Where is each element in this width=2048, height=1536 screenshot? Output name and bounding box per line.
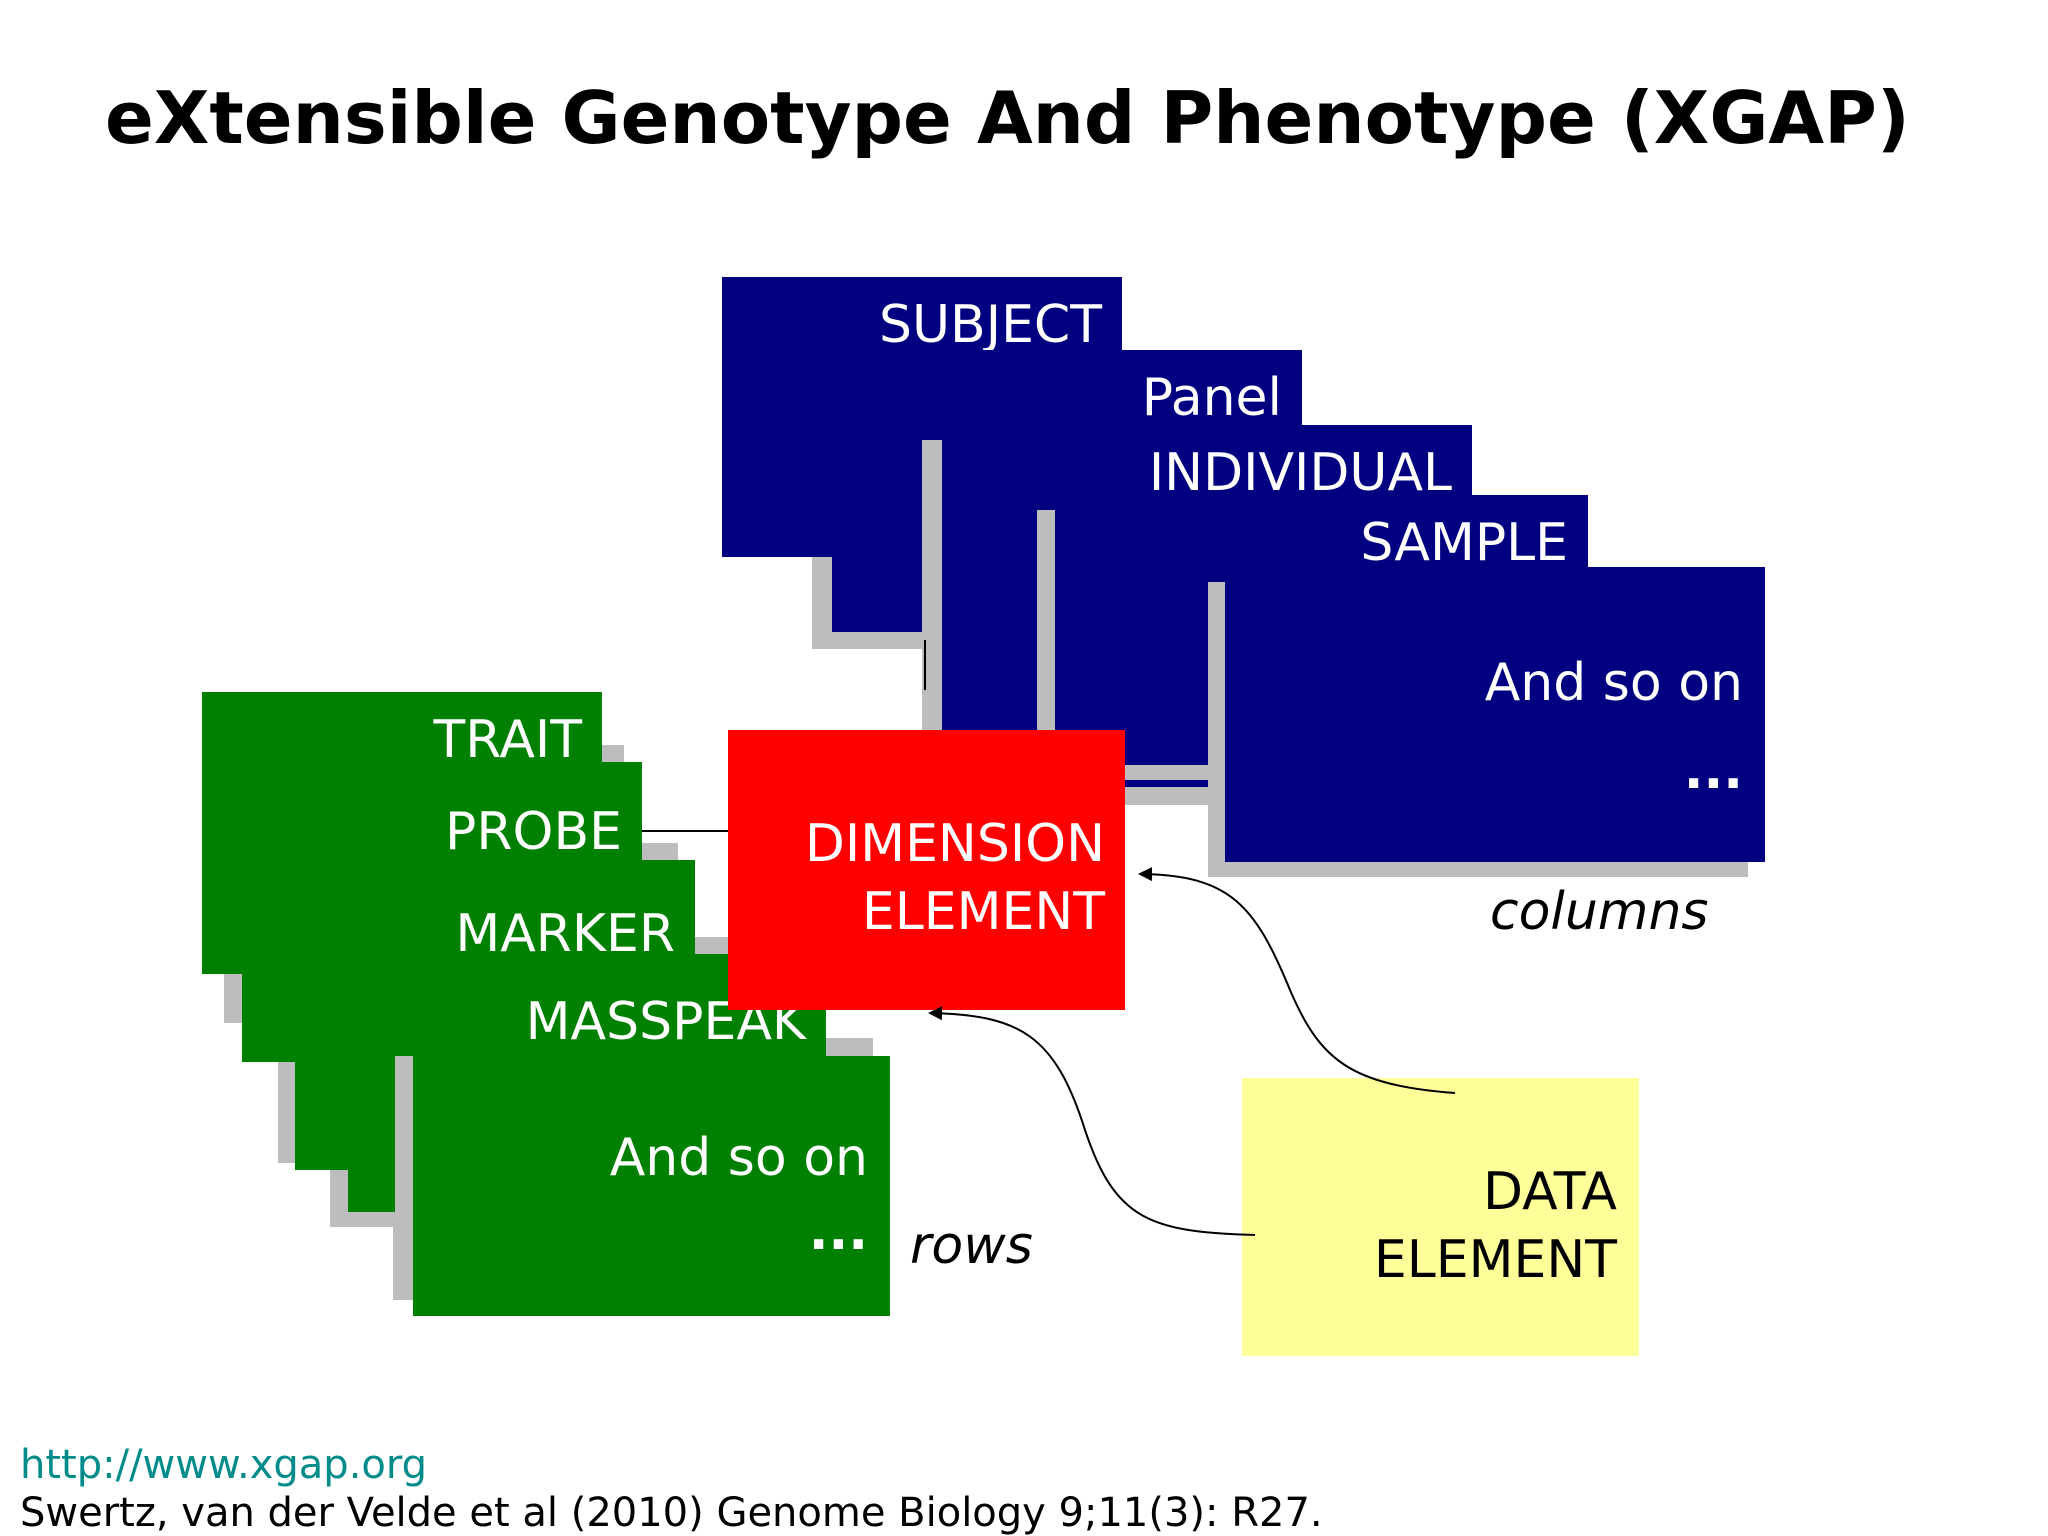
columns-label: columns	[1490, 882, 1709, 942]
column-box-label: And so on	[1484, 653, 1743, 713]
column-box-and-so-on: And so on ...	[1225, 567, 1765, 862]
column-box-label: Panel	[1141, 368, 1282, 428]
row-box-label: And so on	[609, 1128, 868, 1188]
rows-label: rows	[910, 1216, 1033, 1276]
page-title: eXtensible Genotype And Phenotype (XGAP)	[105, 76, 1910, 160]
row-box-and-so-on: And so on ...	[413, 1056, 890, 1316]
row-box-label: PROBE	[445, 802, 622, 862]
dimension-element-box: DIMENSION ELEMENT	[728, 730, 1125, 1010]
data-element-box: DATA ELEMENT	[1242, 1078, 1639, 1356]
citation-text: Swertz, van der Velde et al (2010) Genom…	[20, 1490, 1323, 1536]
data-to-dimension-arrow	[1138, 867, 1456, 1094]
xgap-link[interactable]: http://www.xgap.org	[20, 1442, 428, 1488]
data-to-dimension-arrow	[928, 1006, 1256, 1236]
column-box-label: SAMPLE	[1360, 513, 1568, 573]
ellipsis-label: ...	[808, 1202, 868, 1262]
dimension-element-label: DIMENSION ELEMENT	[804, 814, 1105, 942]
column-box-label: INDIVIDUAL	[1148, 443, 1452, 503]
ellipsis-label: ...	[1683, 741, 1743, 801]
row-box-label: TRAIT	[433, 710, 582, 770]
row-box-label: MARKER	[455, 904, 675, 964]
data-element-label: DATA ELEMENT	[1373, 1162, 1617, 1290]
column-box-label: SUBJECT	[878, 295, 1102, 355]
